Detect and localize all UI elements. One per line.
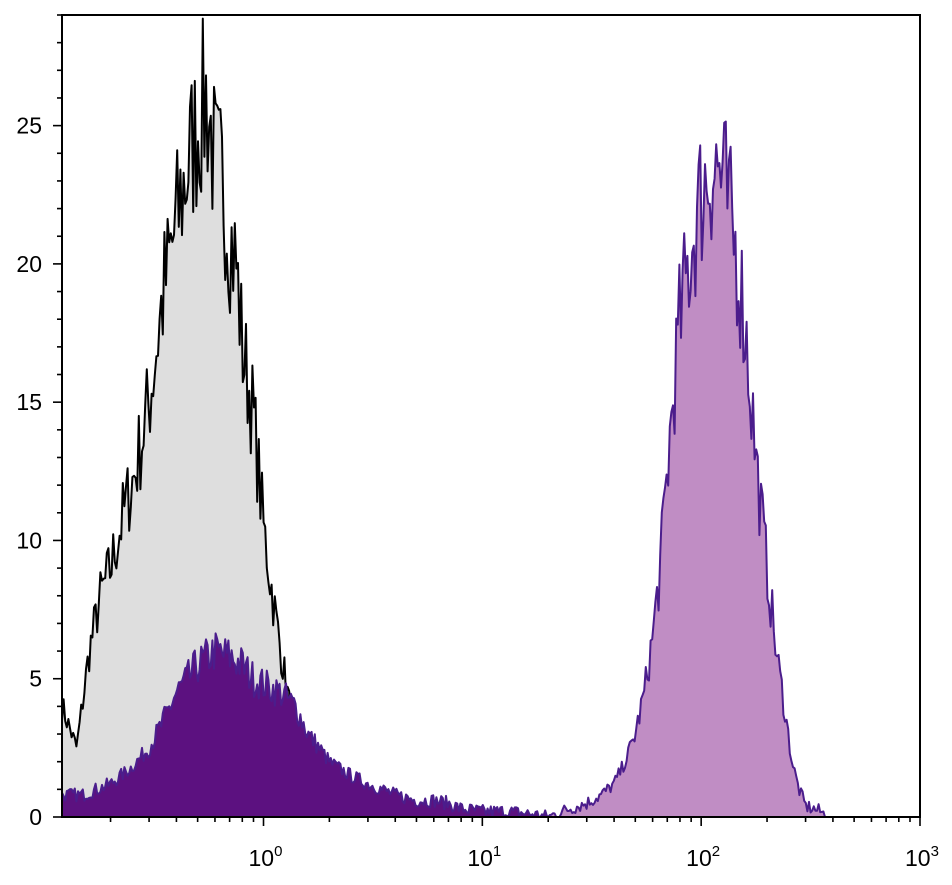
histogram-series-2 xyxy=(61,632,550,818)
y-tick-label: 20 xyxy=(16,251,42,277)
y-tick-label: 0 xyxy=(29,804,42,830)
y-tick-label: 5 xyxy=(29,666,42,692)
x-tick-label: 101 xyxy=(467,843,501,871)
y-tick-label: 10 xyxy=(16,527,42,553)
plot-frame xyxy=(61,14,921,818)
x-tick-label: 102 xyxy=(686,843,720,871)
y-axis: 0 5 10 15 20 25 xyxy=(16,14,62,830)
series-layer xyxy=(61,17,829,818)
y-tick-label: 15 xyxy=(16,389,42,415)
x-axis: 100 101 102 103 xyxy=(109,817,939,871)
y-tick-label: 25 xyxy=(16,113,42,139)
x-tick-label: 100 xyxy=(249,843,283,871)
x-tick-label: 103 xyxy=(905,843,939,871)
histogram-series-3 xyxy=(547,120,829,818)
